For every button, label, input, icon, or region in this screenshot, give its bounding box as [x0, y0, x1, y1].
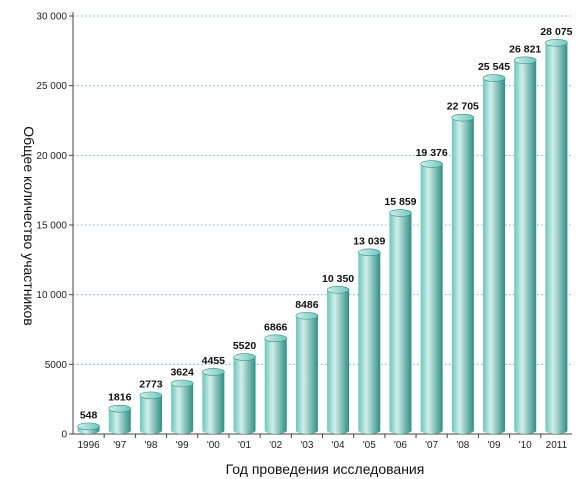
bar-cap [389, 209, 412, 217]
x-tick-label: '06 [394, 440, 407, 451]
y-tick-label: 30 000 [36, 12, 67, 23]
data-label: 13 039 [353, 235, 385, 247]
x-tick-label: '97 [113, 440, 126, 451]
data-label: 25 545 [478, 61, 510, 73]
data-label: 28 075 [540, 26, 572, 38]
data-label: 4455 [202, 355, 226, 367]
data-label: 1816 [108, 392, 132, 404]
bar-cap [202, 368, 225, 376]
bar-cap [451, 113, 475, 122]
bar-body [514, 60, 537, 435]
x-tick-label: '03 [300, 440, 313, 451]
bar [108, 404, 132, 435]
x-tick-label: '04 [332, 440, 345, 451]
bar-cap [326, 285, 350, 294]
bar-body [420, 164, 443, 435]
x-tick-label: '02 [269, 440, 282, 451]
x-tick-label: '00 [207, 440, 220, 451]
bar-cap [108, 404, 132, 413]
data-labels: 548 1816 2773 3624 4455 5520 6866 8486 10 350 13 … [80, 26, 573, 422]
y-axis-label: Общее количество участников [21, 126, 37, 325]
bar-body [108, 408, 131, 435]
x-tick-label: 2011 [546, 440, 568, 451]
y-tick-labels: 0 5000 10 000 15 000 20 000 25 000 30 000 [36, 12, 67, 441]
bar-cap [513, 56, 537, 65]
x-axis-label: Год проведения исследования [226, 461, 425, 477]
x-tick-label: '99 [176, 440, 189, 451]
bar [357, 248, 381, 435]
bar-body [545, 42, 568, 435]
x-tick-label: '98 [144, 440, 157, 451]
data-label: 3624 [170, 367, 194, 379]
data-label: 22 705 [447, 101, 479, 113]
bar-cap [233, 353, 256, 361]
data-label: 8486 [295, 299, 319, 311]
bar [170, 379, 194, 435]
bar-cap [77, 422, 100, 431]
bar [264, 334, 288, 435]
bar [482, 74, 506, 435]
data-label: 548 [80, 409, 98, 421]
bars [77, 39, 568, 435]
bar-cap [295, 311, 319, 320]
y-tick-label: 20 000 [36, 151, 67, 162]
bar-cap [139, 391, 163, 400]
bar [233, 353, 256, 435]
bar-body [483, 78, 506, 435]
x-tick-label: '01 [238, 440, 251, 451]
x-tick-label: '07 [425, 440, 438, 451]
bar-body [233, 357, 256, 435]
bar [326, 285, 350, 435]
x-tick-label: '08 [456, 440, 469, 451]
bar [202, 368, 225, 435]
bar-cap [482, 74, 506, 82]
bar-cap [545, 39, 568, 47]
bar-cap [170, 379, 194, 388]
data-label: 26 821 [509, 43, 541, 55]
x-tick-label: '09 [488, 440, 501, 451]
data-label: 19 376 [416, 147, 448, 159]
x-tick-label: '05 [363, 440, 376, 451]
bar-cap [264, 334, 288, 343]
bar [545, 39, 568, 435]
bar-body [139, 395, 162, 435]
bar-cap [420, 160, 443, 168]
data-label: 15 859 [384, 196, 416, 208]
bar-body [389, 213, 412, 435]
y-tick-label: 10 000 [36, 290, 67, 301]
bar-body [202, 371, 225, 435]
bar-body [358, 252, 381, 435]
bar-body [264, 338, 287, 435]
data-label: 2773 [139, 378, 163, 390]
bar-body [451, 117, 474, 435]
y-tick-label: 5000 [45, 360, 68, 371]
bar [77, 422, 100, 435]
data-label: 6866 [264, 321, 288, 333]
bar [513, 56, 537, 435]
bar [139, 391, 163, 435]
bar-body [327, 289, 350, 435]
bar-cap [357, 248, 381, 257]
bar-body [295, 315, 318, 435]
y-tick-label: 0 [61, 430, 67, 441]
x-tick-label: '10 [519, 440, 532, 451]
x-tick-labels: 1996 '97 '98 '99 '00 '01 '02 '03 '04 '05 '06 '07 '08… [77, 434, 568, 451]
data-label: 10 350 [322, 273, 354, 285]
x-tick-label: 1996 [77, 440, 100, 451]
bar [451, 113, 475, 435]
bar-body [171, 383, 194, 435]
gridlines [69, 15, 572, 435]
y-tick-label: 15 000 [36, 221, 67, 232]
bar [389, 209, 412, 435]
data-label: 5520 [233, 340, 257, 352]
bar [295, 311, 319, 435]
y-tick-label: 25 000 [36, 81, 67, 92]
bar [420, 160, 443, 435]
